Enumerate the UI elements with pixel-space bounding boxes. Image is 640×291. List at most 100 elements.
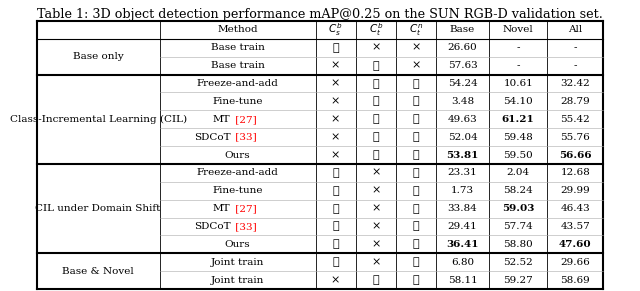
Text: ✓: ✓ xyxy=(412,79,419,88)
Text: 28.79: 28.79 xyxy=(561,97,590,106)
Text: ✓: ✓ xyxy=(412,204,419,214)
Text: 49.63: 49.63 xyxy=(447,115,477,124)
Text: ×: × xyxy=(371,239,380,249)
Text: ✓: ✓ xyxy=(372,61,379,71)
Text: ×: × xyxy=(411,43,420,53)
Text: 36.41: 36.41 xyxy=(446,240,479,249)
Text: SDCoT: SDCoT xyxy=(194,222,230,231)
Text: All: All xyxy=(568,25,582,34)
Text: ×: × xyxy=(371,221,380,231)
Text: 43.57: 43.57 xyxy=(561,222,590,231)
Text: ✓: ✓ xyxy=(412,257,419,267)
Text: 23.31: 23.31 xyxy=(447,168,477,178)
Text: 59.03: 59.03 xyxy=(502,204,534,213)
Text: 46.43: 46.43 xyxy=(561,204,590,213)
Text: ✓: ✓ xyxy=(412,150,419,160)
Text: 29.66: 29.66 xyxy=(561,258,590,267)
Text: 1.73: 1.73 xyxy=(451,186,474,195)
Text: ✓: ✓ xyxy=(332,221,339,231)
Text: 6.80: 6.80 xyxy=(451,258,474,267)
Text: ✓: ✓ xyxy=(372,96,379,107)
Text: 59.27: 59.27 xyxy=(503,276,533,285)
Text: 58.69: 58.69 xyxy=(561,276,590,285)
Text: ×: × xyxy=(331,150,340,160)
Text: 29.41: 29.41 xyxy=(447,222,477,231)
Text: ✓: ✓ xyxy=(372,132,379,142)
Text: 12.68: 12.68 xyxy=(561,168,590,178)
Text: ×: × xyxy=(331,114,340,124)
Text: ✓: ✓ xyxy=(372,79,379,88)
Text: Ours: Ours xyxy=(225,240,250,249)
Text: Fine-tune: Fine-tune xyxy=(212,186,263,195)
Text: 57.74: 57.74 xyxy=(503,222,533,231)
Text: Fine-tune: Fine-tune xyxy=(212,97,263,106)
Text: ×: × xyxy=(331,96,340,107)
Text: Base: Base xyxy=(450,25,475,34)
Text: ✓: ✓ xyxy=(412,132,419,142)
Text: MT: MT xyxy=(213,204,230,213)
Text: ×: × xyxy=(331,275,340,285)
Text: 59.50: 59.50 xyxy=(503,150,533,159)
Text: 59.48: 59.48 xyxy=(503,133,533,142)
Text: ✓: ✓ xyxy=(332,204,339,214)
Text: ✓: ✓ xyxy=(332,186,339,196)
Text: [33]: [33] xyxy=(232,133,257,142)
Text: Freeze-and-add: Freeze-and-add xyxy=(196,79,278,88)
Text: Method: Method xyxy=(218,25,258,34)
Text: 58.24: 58.24 xyxy=(503,186,533,195)
Text: $C_t^b$: $C_t^b$ xyxy=(369,22,383,38)
Text: 58.80: 58.80 xyxy=(503,240,533,249)
Text: 55.76: 55.76 xyxy=(561,133,590,142)
Text: 10.61: 10.61 xyxy=(503,79,533,88)
Text: Novel: Novel xyxy=(503,25,534,34)
Text: ×: × xyxy=(331,132,340,142)
Text: ✓: ✓ xyxy=(332,43,339,53)
Text: 55.42: 55.42 xyxy=(561,115,590,124)
Text: ✓: ✓ xyxy=(332,257,339,267)
Text: [27]: [27] xyxy=(232,115,257,124)
Text: Joint train: Joint train xyxy=(211,258,264,267)
Text: Class-Incremental Learning (CIL): Class-Incremental Learning (CIL) xyxy=(10,115,187,124)
Text: ✓: ✓ xyxy=(412,239,419,249)
Text: $C_s^b$: $C_s^b$ xyxy=(328,22,343,38)
Text: ✓: ✓ xyxy=(412,186,419,196)
Text: Joint train: Joint train xyxy=(211,276,264,285)
Text: ×: × xyxy=(331,61,340,71)
Text: $C_t^n$: $C_t^n$ xyxy=(409,22,423,38)
Text: 56.66: 56.66 xyxy=(559,150,591,159)
Text: 61.21: 61.21 xyxy=(502,115,534,124)
Text: [33]: [33] xyxy=(232,222,257,231)
Text: ✓: ✓ xyxy=(412,168,419,178)
Text: 52.04: 52.04 xyxy=(447,133,477,142)
Text: 53.81: 53.81 xyxy=(446,150,479,159)
Text: Base train: Base train xyxy=(211,61,264,70)
Text: 29.99: 29.99 xyxy=(561,186,590,195)
Text: ✓: ✓ xyxy=(412,221,419,231)
Text: MT: MT xyxy=(213,115,230,124)
Text: ×: × xyxy=(371,186,380,196)
Text: 54.24: 54.24 xyxy=(447,79,477,88)
Text: Ours: Ours xyxy=(225,150,250,159)
Text: Freeze-and-add: Freeze-and-add xyxy=(196,168,278,178)
Text: 26.60: 26.60 xyxy=(447,43,477,52)
Text: 57.63: 57.63 xyxy=(447,61,477,70)
Text: -: - xyxy=(516,61,520,70)
Text: ×: × xyxy=(411,61,420,71)
Text: ✓: ✓ xyxy=(372,275,379,285)
Text: [27]: [27] xyxy=(232,204,257,213)
Text: Base only: Base only xyxy=(73,52,124,61)
Text: SDCoT: SDCoT xyxy=(194,133,230,142)
Text: 3.48: 3.48 xyxy=(451,97,474,106)
Text: ✓: ✓ xyxy=(372,114,379,124)
Text: -: - xyxy=(573,61,577,70)
Text: ×: × xyxy=(371,204,380,214)
Text: ×: × xyxy=(371,168,380,178)
Text: 52.52: 52.52 xyxy=(503,258,533,267)
Text: 58.11: 58.11 xyxy=(447,276,477,285)
Text: 2.04: 2.04 xyxy=(507,168,530,178)
Text: Base train: Base train xyxy=(211,43,264,52)
Text: ✓: ✓ xyxy=(332,168,339,178)
Text: CIL under Domain Shift: CIL under Domain Shift xyxy=(35,204,161,213)
Text: -: - xyxy=(516,43,520,52)
Text: Base & Novel: Base & Novel xyxy=(62,267,134,276)
